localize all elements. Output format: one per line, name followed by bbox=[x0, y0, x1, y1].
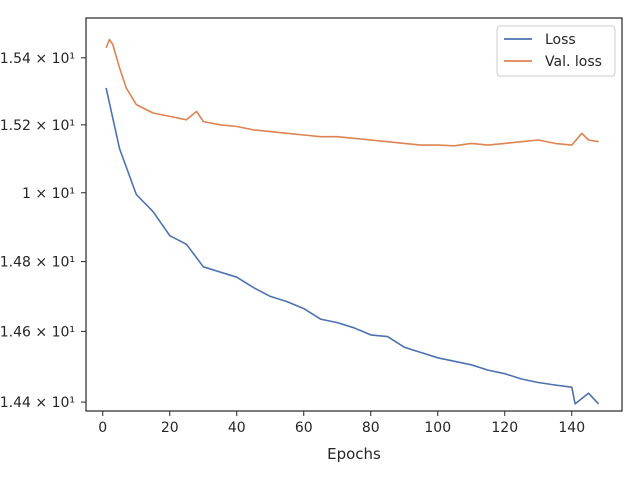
x-tick-label: 40 bbox=[228, 420, 246, 436]
x-tick-label: 140 bbox=[558, 420, 585, 436]
x-tick-label: 20 bbox=[161, 420, 179, 436]
y-tick-label: 1.48 × 10¹ bbox=[0, 255, 75, 271]
x-tick-label: 80 bbox=[362, 420, 380, 436]
plot-area bbox=[86, 18, 622, 411]
series-line-1 bbox=[105, 38, 599, 147]
legend-label-0: Loss bbox=[545, 32, 576, 48]
x-tick-label: 60 bbox=[295, 420, 313, 436]
x-axis-label: Epochs bbox=[327, 445, 381, 463]
x-tick-label: 120 bbox=[491, 420, 518, 436]
y-tick-label: 1.44 × 10¹ bbox=[0, 395, 75, 411]
y-axis-ticks: 1.44 × 10¹ 1.46 × 10¹ 1.48 × 10¹ 1 × 10¹ 1.5… bbox=[0, 51, 86, 411]
y-tick-label: 1 × 10¹ bbox=[22, 186, 75, 202]
x-tick-label: 0 bbox=[98, 420, 107, 436]
series-line-0 bbox=[105, 87, 600, 405]
y-tick-label: 1.52 × 10¹ bbox=[0, 118, 75, 134]
legend: Loss Val. loss bbox=[496, 25, 616, 77]
y-tick-label: 1.46 × 10¹ bbox=[0, 324, 75, 340]
x-axis-ticks: 0 20 40 60 80 100 120 140 bbox=[98, 411, 585, 436]
plot-frame bbox=[85, 17, 623, 412]
legend-label-1: Val. loss bbox=[545, 54, 602, 70]
x-tick-label: 100 bbox=[424, 420, 451, 436]
y-tick-label: 1.54 × 10¹ bbox=[0, 51, 75, 67]
series-layer bbox=[105, 38, 600, 405]
